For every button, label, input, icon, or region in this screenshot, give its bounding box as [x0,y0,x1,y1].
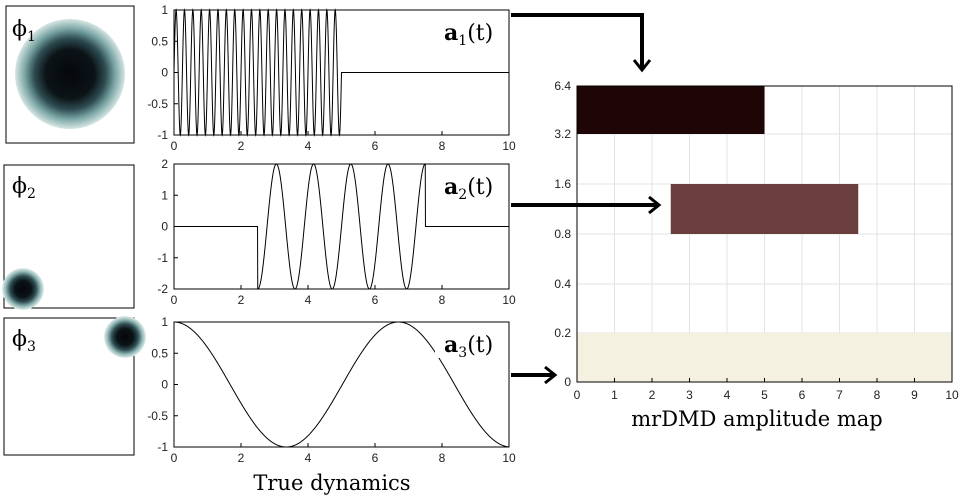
x-tick-label: 9 [911,388,918,402]
x-tick-label: 2 [649,388,656,402]
x-tick-label: 8 [439,293,446,307]
x-tick-label: 1 [611,388,618,402]
y-tick-label: 0 [161,220,168,234]
y-tick-label: -2 [157,282,168,296]
mode-image-1 [5,5,135,144]
y-tick-label: -1 [157,251,168,265]
y-tick-label: 3.2 [554,127,571,141]
x-tick-label: 4 [724,388,731,402]
y-tick-label: 0.5 [151,346,168,360]
y-tick-label: 1.6 [554,177,571,191]
y-tick-label: 6.4 [554,79,571,93]
x-tick-label: 2 [238,139,245,153]
x-tick-label: 2 [238,293,245,307]
mode-label-1: ϕ1 [12,17,36,45]
caption-amplitude-map: mrDMD amplitude map [631,407,883,431]
x-tick-label: 10 [502,139,516,153]
y-tick-label: 0.4 [554,277,571,291]
y-tick-label: 2 [161,157,168,171]
amplitude-block [577,86,765,134]
y-tick-label: 0 [564,375,571,389]
arrow-1-head [632,59,652,73]
mode-label-2: ϕ2 [12,174,36,202]
x-tick-label: 6 [372,293,379,307]
arrow-2-head [648,195,662,215]
y-tick-label: 0 [161,378,168,392]
x-tick-label: 7 [836,388,843,402]
signal-label-1: a1(t) [444,20,493,49]
x-tick-label: 4 [305,293,312,307]
x-tick-label: 3 [686,388,693,402]
y-tick-label: 1 [161,315,168,329]
curve-a2 [174,163,509,290]
y-tick-label: 0.5 [151,34,168,48]
x-tick-label: 0 [171,451,178,465]
y-tick-label: -1 [157,128,168,142]
signal-label-2: a2(t) [444,174,493,203]
y-tick-label: -0.5 [147,97,168,111]
x-tick-label: 2 [238,451,245,465]
amplitude-block [577,333,952,382]
mode-label-3: ϕ3 [12,327,36,355]
amplitude-block [670,184,859,234]
x-tick-label: 8 [439,451,446,465]
x-tick-label: 0 [171,139,178,153]
x-tick-label: 0 [171,293,178,307]
y-tick-label: 1 [161,188,168,202]
y-tick-label: 1 [161,3,168,17]
x-tick-label: 10 [945,388,959,402]
signal-label-3: a3(t) [444,332,493,361]
amplitude-map: 0 1 2 3 4 5 6 7 8 9 10 6.4 3.2 1.6 0.8 0.4 0.2 0 [554,79,959,402]
plot-a3: 0 2 4 6 8 10 1 0.5 0 -0.5 -1 a3(t) [147,315,516,465]
arrow-1 [511,13,644,68]
mode-image-3 [3,316,146,456]
x-tick-label: 8 [874,388,881,402]
y-tick-label: -1 [157,440,168,454]
y-tick-label: 0.2 [554,326,571,340]
y-tick-label: 0 [161,66,168,80]
x-tick-label: 10 [502,293,516,307]
x-tick-label: 6 [372,451,379,465]
arrows [511,13,662,385]
mode-image-2 [2,164,135,310]
y-tick-label: 0.8 [554,227,571,241]
caption-true-dynamics: True dynamics [253,471,410,495]
arrow-3-head [544,365,558,385]
plot-a1: 0 2 4 6 8 10 1 0.5 0 -0.5 -1 a1(t) [147,3,516,153]
x-tick-label: 6 [372,139,379,153]
x-tick-label: 0 [574,388,581,402]
x-tick-label: 6 [799,388,806,402]
x-tick-label: 8 [439,139,446,153]
y-tick-label: -0.5 [147,409,168,423]
x-tick-label: 4 [305,451,312,465]
x-tick-label: 5 [761,388,768,402]
x-tick-label: 4 [305,139,312,153]
curve-a3 [174,321,510,448]
curve-a1 [173,8,509,137]
x-tick-label: 10 [502,451,516,465]
